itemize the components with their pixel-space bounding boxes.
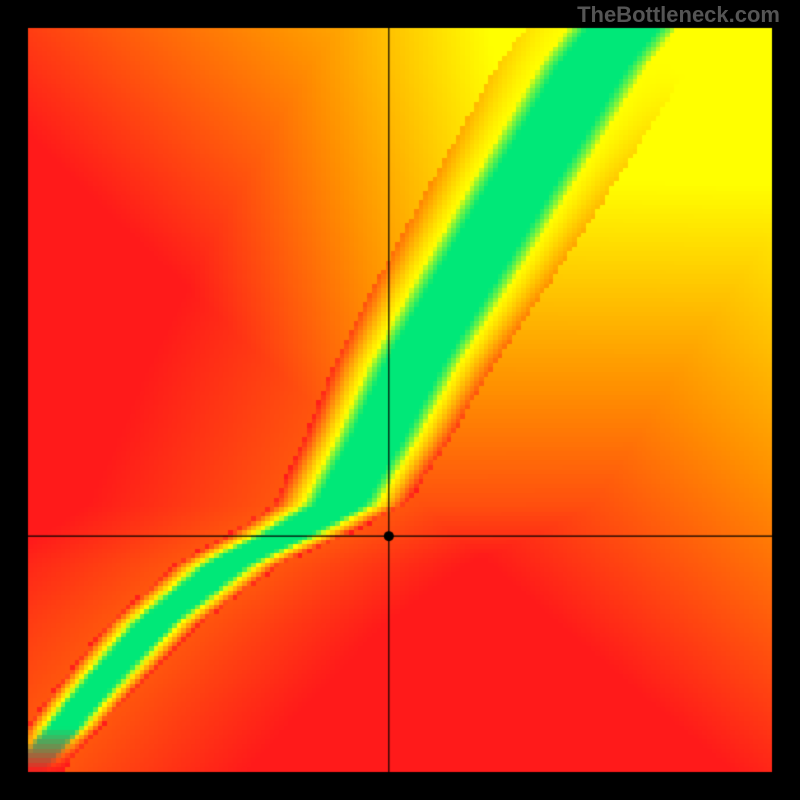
watermark-text: TheBottleneck.com xyxy=(577,2,780,28)
heatmap-canvas xyxy=(0,0,800,800)
chart-container: TheBottleneck.com xyxy=(0,0,800,800)
